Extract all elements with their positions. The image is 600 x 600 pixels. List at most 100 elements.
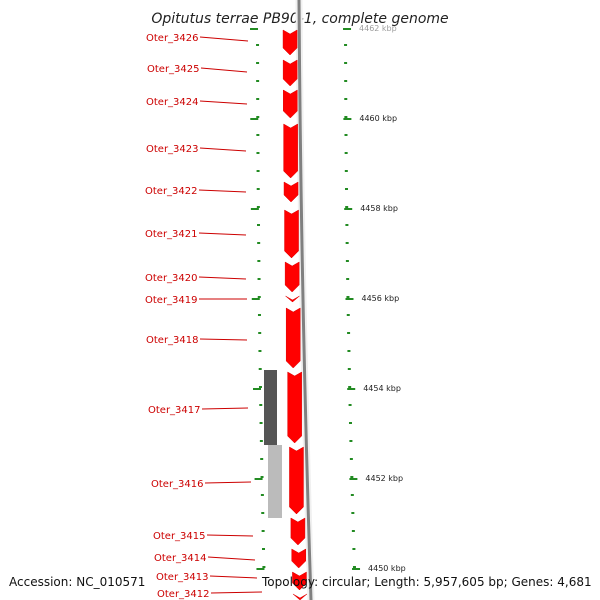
minor-tick-left: [256, 98, 260, 100]
genome-backbone: [295, 0, 315, 600]
gene-arrow-12: [290, 517, 306, 546]
gene-arrow-13: [291, 548, 306, 569]
major-tick-left: [251, 298, 260, 300]
minor-tick-left: [257, 260, 261, 262]
minor-tick-right: [344, 80, 348, 82]
gene-labels: Oter_3426 Oter_3425 Oter_3424 Oter_3423 Oter…: [145, 33, 263, 600]
gene-label-oter-3413: Oter_3413: [156, 572, 209, 583]
gene-arrow-1: [282, 29, 298, 56]
gene-arrow-10: [287, 371, 302, 444]
minor-tick-right: [344, 170, 348, 172]
gene-leader-line: [200, 67, 248, 73]
minor-tick-right: [348, 422, 352, 424]
minor-tick-left: [257, 314, 261, 316]
gc-skew-bar-light: [268, 445, 282, 518]
gene-leader-line: [209, 575, 258, 579]
gene-leader-line: [210, 591, 263, 594]
minor-tick-left: [262, 548, 266, 550]
minor-tick-right: [346, 278, 350, 280]
minor-tick-right: [344, 98, 348, 100]
minor-tick-left: [261, 530, 265, 532]
major-tick-left: [250, 28, 259, 30]
minor-tick-right: [344, 116, 348, 118]
kbp-label: 4456 kbp: [361, 294, 399, 303]
minor-tick-right: [347, 332, 351, 334]
gene-leader-line: [198, 232, 247, 236]
gene-arrow-15: [292, 593, 308, 600]
major-tick-right: [347, 388, 356, 390]
gene-arrow-6: [284, 209, 299, 259]
minor-tick-right: [345, 242, 349, 244]
minor-tick-right: [345, 260, 349, 262]
minor-tick-right: [347, 350, 351, 352]
minor-tick-left: [260, 494, 264, 496]
minor-tick-left: [259, 404, 263, 406]
minor-tick-left: [260, 476, 264, 478]
gene-label-oter-3415: Oter_3415: [153, 531, 206, 542]
accession-text: Accession: NC_010571: [9, 575, 146, 589]
minor-tick-right: [344, 62, 348, 64]
minor-tick-right: [350, 476, 354, 478]
minor-tick-right: [347, 368, 351, 370]
minor-tick-right: [345, 224, 349, 226]
gene-arrow-2: [282, 59, 298, 87]
minor-tick-left: [256, 152, 260, 154]
minor-tick-right: [349, 458, 353, 460]
gene-label-oter-3414: Oter_3414: [154, 553, 207, 564]
minor-tick-left: [260, 458, 264, 460]
major-tick-left: [256, 568, 265, 570]
major-tick-right: [344, 208, 353, 210]
major-tick-right: [349, 478, 358, 480]
gene-arrow-11: [289, 446, 304, 515]
major-tick-left: [253, 388, 262, 390]
kbp-label: 4452 kbp: [365, 474, 403, 483]
minor-tick-left: [257, 278, 261, 280]
minor-tick-left: [262, 566, 266, 568]
gc-skew-track: [264, 370, 282, 518]
minor-tick-right: [346, 314, 350, 316]
minor-tick-right: [348, 386, 352, 388]
gene-leader-line: [199, 100, 248, 105]
gene-arrow-9: [285, 307, 301, 369]
minor-tick-right: [351, 530, 355, 532]
minor-tick-right: [344, 188, 348, 190]
minor-tick-left: [257, 224, 261, 226]
gene-label-oter-3422: Oter_3422: [145, 186, 198, 197]
gene-label-oter-3420: Oter_3420: [145, 273, 198, 284]
gene-leader-line: [199, 338, 248, 341]
minor-tick-left: [259, 422, 263, 424]
minor-tick-left: [256, 206, 260, 208]
kbp-label: 4450 kbp: [368, 564, 406, 573]
minor-tick-right: [352, 548, 356, 550]
gene-label-oter-3416: Oter_3416: [151, 479, 204, 490]
minor-tick-left: [256, 170, 260, 172]
topology-text: Topology: circular; Length: 5,957,605 bp…: [262, 575, 592, 589]
gene-arrow-3: [283, 89, 298, 119]
minor-tick-left: [256, 188, 260, 190]
minor-tick-right: [352, 566, 356, 568]
minor-tick-left: [256, 116, 260, 118]
gene-leader-line: [207, 556, 256, 561]
minor-tick-right: [350, 494, 354, 496]
gene-label-oter-3421: Oter_3421: [145, 229, 198, 240]
gene-leader-line: [204, 481, 252, 484]
major-tick-left: [250, 118, 259, 120]
minor-tick-left: [258, 350, 262, 352]
kbp-label: 4454 kbp: [363, 384, 401, 393]
scale-ticks: 4462 kbp 4460 kbp 4458 kbp 4456 kbp 4454 kbp…: [250, 24, 406, 573]
minor-tick-left: [258, 368, 262, 370]
minor-tick-left: [257, 242, 261, 244]
minor-tick-right: [344, 44, 348, 46]
minor-tick-left: [257, 296, 261, 298]
major-tick-right: [352, 568, 361, 570]
minor-tick-right: [348, 404, 352, 406]
major-tick-right: [343, 118, 352, 120]
gene-label-oter-3424: Oter_3424: [146, 97, 199, 108]
minor-tick-left: [258, 386, 262, 388]
gene-arrow-4: [283, 123, 298, 179]
gene-leader-line: [198, 189, 247, 193]
gene-label-oter-3425: Oter_3425: [147, 64, 200, 75]
gene-arrow-5: [283, 181, 299, 203]
minor-tick-left: [259, 440, 263, 442]
minor-tick-right: [345, 206, 349, 208]
